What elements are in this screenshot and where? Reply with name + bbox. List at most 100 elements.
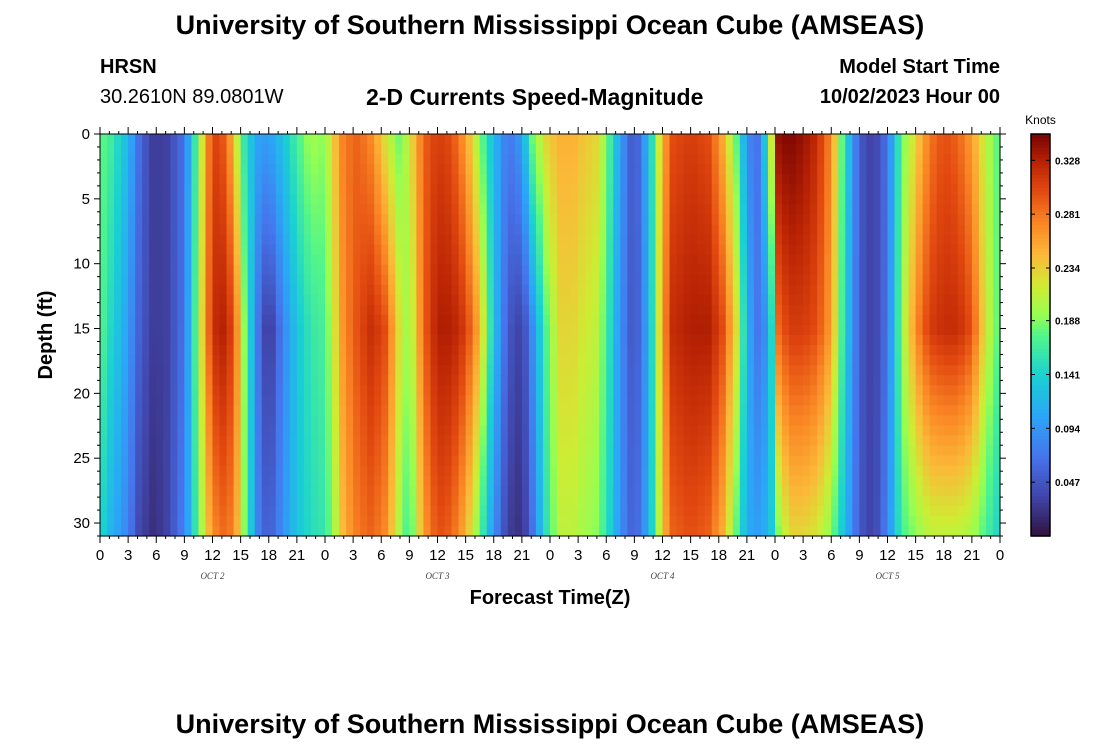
heatmap-cell [718, 224, 727, 236]
heatmap-cell [114, 505, 122, 517]
heatmap-cell [437, 284, 446, 296]
heatmap-cell [887, 525, 896, 537]
heatmap-cell [444, 475, 453, 487]
heatmap-cell [767, 485, 776, 497]
heatmap-cell [753, 355, 762, 366]
heatmap-cell [535, 324, 544, 336]
heatmap-cell [592, 284, 600, 296]
heatmap-cell [310, 475, 319, 487]
heatmap-cell [676, 375, 685, 386]
heatmap-cell [381, 415, 389, 427]
heatmap-cell [128, 335, 136, 346]
heatmap-cell [767, 174, 776, 185]
heatmap-cell [310, 224, 319, 236]
heatmap-cell [655, 304, 664, 316]
heatmap-cell [796, 345, 804, 356]
heatmap-cell [760, 174, 769, 185]
heatmap-cell [599, 385, 607, 396]
heatmap-cell [634, 515, 643, 527]
heatmap-cell [198, 345, 207, 356]
heatmap-cell [156, 405, 164, 416]
heatmap-cell [838, 294, 846, 306]
heatmap-cell [542, 164, 551, 175]
heatmap-cell [711, 194, 720, 205]
heatmap-cell [409, 435, 418, 447]
heatmap-cell [704, 314, 713, 326]
heatmap-cell [950, 345, 959, 356]
heatmap-cell [641, 435, 650, 447]
heatmap-cell [915, 324, 924, 336]
heatmap-cell [332, 515, 340, 527]
heatmap-cell [817, 214, 825, 226]
heatmap-cell [303, 224, 312, 236]
heatmap-cell [606, 395, 614, 406]
heatmap-cell [500, 254, 509, 266]
heatmap-cell [725, 204, 734, 215]
heatmap-cell [690, 184, 699, 195]
heatmap-cell [796, 475, 804, 487]
heatmap-cell [796, 435, 804, 447]
heatmap-cell [739, 254, 748, 266]
heatmap-cell [767, 425, 776, 437]
heatmap-cell [542, 455, 551, 467]
heatmap-cell [486, 405, 495, 416]
heatmap-cell [775, 214, 783, 226]
heatmap-cell [254, 455, 263, 467]
heatmap-cell [662, 415, 671, 427]
heatmap-cell [571, 385, 579, 396]
heatmap-cell [669, 355, 678, 366]
heatmap-cell [542, 375, 551, 386]
heatmap-cell [782, 375, 790, 386]
heatmap-cell [163, 495, 171, 507]
heatmap-cell [486, 314, 495, 326]
heatmap-cell [606, 485, 614, 497]
heatmap-cell [226, 304, 235, 316]
heatmap-cell [198, 254, 207, 266]
heatmap-cell [423, 345, 432, 356]
heatmap-cell [437, 184, 446, 195]
heatmap-cell [444, 134, 453, 145]
heatmap-cell [620, 455, 628, 467]
heatmap-cell [957, 264, 966, 276]
heatmap-cell [332, 244, 340, 256]
heatmap-cell [325, 385, 333, 396]
heatmap-cell [929, 274, 938, 286]
heatmap-cell [550, 264, 558, 276]
heatmap-cell [451, 415, 460, 427]
heatmap-cell [416, 505, 425, 517]
heatmap-cell [191, 485, 200, 497]
heatmap-cell [275, 405, 284, 416]
heatmap-cell [493, 194, 502, 205]
heatmap-cell [444, 174, 453, 185]
heatmap-cell [121, 425, 129, 437]
heatmap-cell [739, 194, 748, 205]
heatmap-cell [732, 294, 741, 306]
heatmap-cell [845, 234, 853, 246]
heatmap-cell [184, 204, 193, 215]
heatmap-cell [838, 335, 846, 346]
heatmap-cell [191, 475, 200, 487]
heatmap-cell [135, 465, 143, 477]
heatmap-cell [430, 375, 439, 386]
heatmap-cells [100, 134, 1001, 537]
heatmap-cell [964, 415, 973, 427]
heatmap-cell [662, 134, 671, 145]
heatmap-cell [571, 274, 579, 286]
heatmap-cell [901, 485, 910, 497]
heatmap-cell [810, 415, 818, 427]
heatmap-cell [184, 324, 193, 336]
heatmap-cell [571, 505, 579, 517]
heatmap-cell [514, 264, 523, 276]
heatmap-cell [149, 475, 157, 487]
heatmap-cell [662, 345, 671, 356]
heatmap-cell [275, 485, 284, 497]
heatmap-cell [254, 164, 263, 175]
heatmap-cell [198, 365, 207, 376]
heatmap-cell [430, 495, 439, 507]
heatmap-cell [943, 244, 952, 256]
heatmap-cell [289, 375, 298, 386]
heatmap-cell [852, 144, 860, 155]
heatmap-cell [782, 144, 790, 155]
heatmap-cell [676, 254, 685, 266]
heatmap-cell [796, 405, 804, 416]
